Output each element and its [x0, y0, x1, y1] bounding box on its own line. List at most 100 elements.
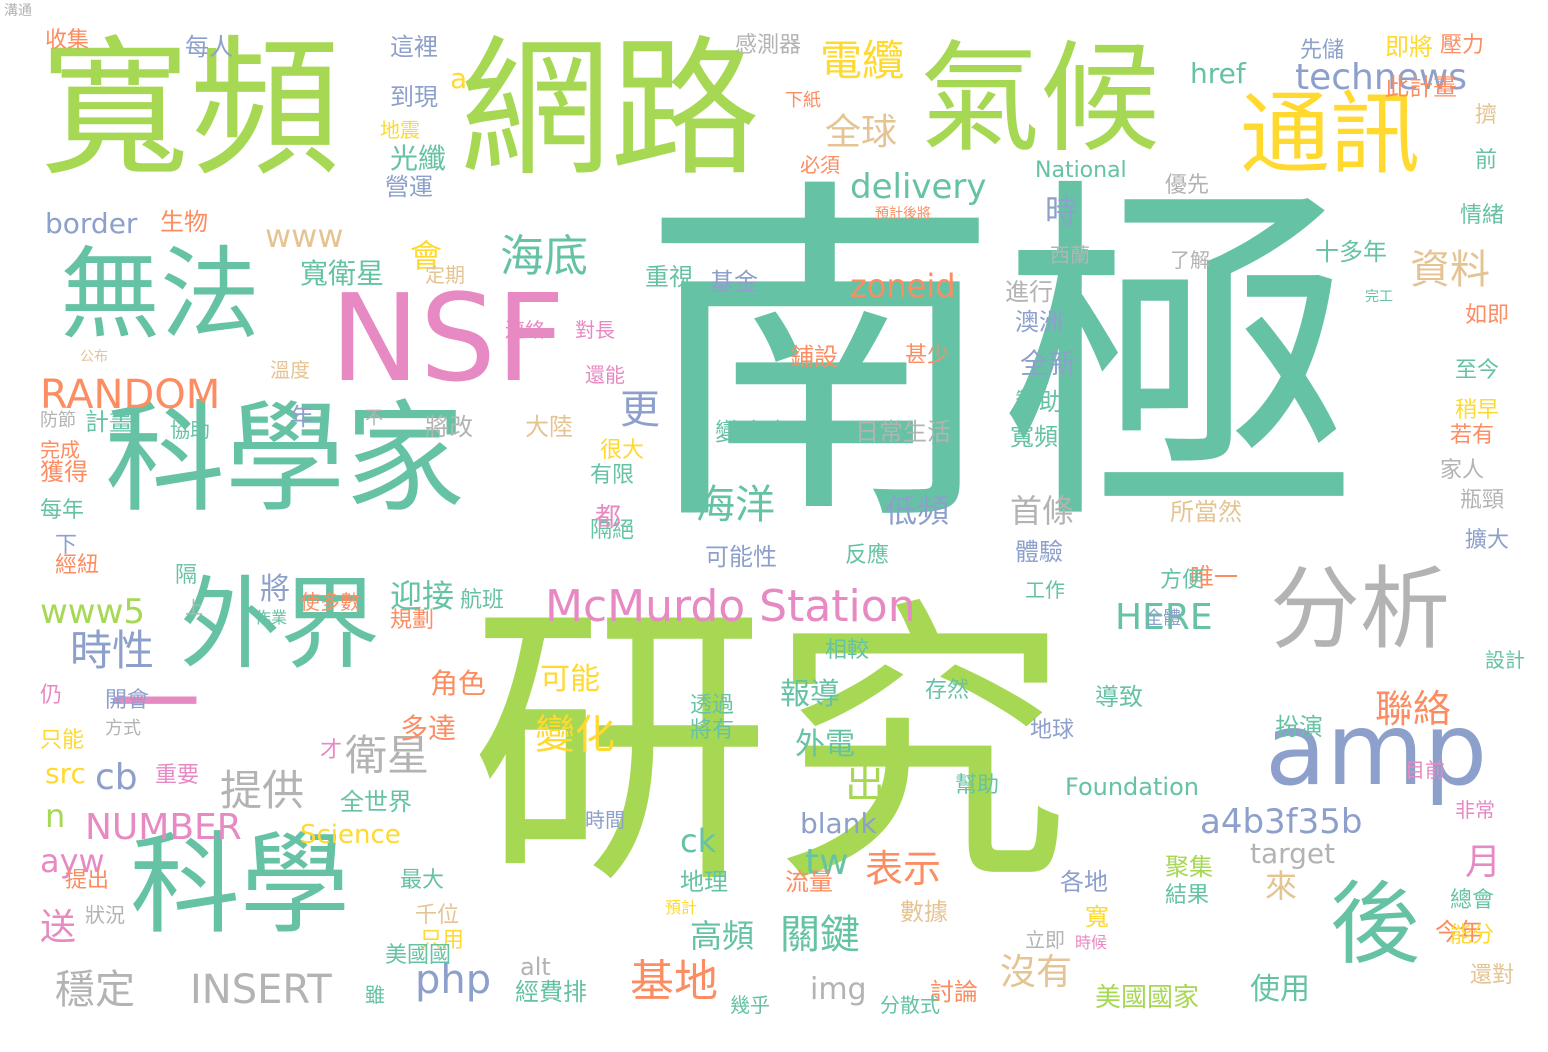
word-179: 都: [595, 503, 622, 533]
word-159: 工作: [1025, 578, 1065, 602]
word-35: 沒有: [1000, 952, 1073, 993]
word-184: 美國國: [385, 943, 452, 968]
word-189: 還對: [1470, 963, 1515, 988]
word-154: 透過: [690, 693, 735, 718]
word-102: 大陸: [525, 413, 573, 441]
word-72: src: [45, 757, 86, 790]
word-64: 月: [1465, 842, 1502, 883]
word-42: zoneid: [850, 267, 956, 305]
word-123: 壓力: [1440, 33, 1485, 58]
word-170: 對長: [575, 318, 615, 342]
word-195: 時候: [1075, 933, 1108, 952]
word-14: McMurdo Station: [545, 581, 916, 632]
word-152: 地球: [1030, 718, 1075, 743]
word-93: 變冰凍: [715, 418, 787, 446]
word-15: 一: [110, 652, 200, 757]
word-94: 日常生活: [855, 418, 951, 446]
word-162: 隔絕: [590, 518, 635, 543]
word-26: NUMBER: [85, 807, 242, 848]
word-34: 關鍵: [780, 912, 860, 958]
word-199: 預計後將: [875, 206, 931, 222]
word-53: 低頻: [885, 492, 950, 530]
word-164: 協助: [170, 418, 210, 442]
word-9: 外界: [180, 566, 380, 683]
word-45: a: [450, 62, 468, 95]
word-116: 到現: [390, 83, 438, 111]
word-139: 經紐: [55, 553, 100, 578]
word-84: 寬頻: [1010, 423, 1058, 451]
word-175: 必須: [800, 153, 840, 177]
word-148: 時間: [585, 808, 625, 832]
word-92: 甚少: [905, 343, 950, 368]
word-146: 千位: [415, 903, 460, 928]
word-163: 很大: [600, 438, 645, 463]
word-168: 溫度: [270, 358, 310, 382]
word-121: 先儲: [1300, 38, 1345, 63]
word-194: 預計: [665, 898, 698, 917]
word-160: 方便: [1160, 568, 1205, 593]
word-69: ck: [680, 822, 717, 860]
word-135: 目前: [1405, 758, 1445, 782]
word-3: 網路: [460, 23, 761, 197]
word-161: 有限: [590, 463, 635, 488]
word-2: 寬頻: [40, 23, 341, 197]
word-43: www: [265, 217, 344, 255]
word-22: RANDOM: [40, 372, 221, 418]
word-141: 只能: [40, 728, 85, 753]
word-99: 計畫: [85, 408, 133, 436]
word-193: 作業: [255, 608, 288, 627]
word-137: 每年: [40, 498, 85, 523]
word-182: 家人: [1440, 458, 1485, 483]
word-109: 結果: [1165, 883, 1210, 908]
word-130: 稍早: [1455, 398, 1500, 423]
word-103: 全世界: [340, 788, 412, 816]
word-192: 方式: [105, 718, 141, 739]
word-44: border: [45, 207, 138, 240]
word-74: 送: [40, 907, 77, 948]
word-24: a4b3f35b: [1200, 802, 1363, 842]
word-143: 狀況: [85, 903, 125, 927]
word-173: 西蘭: [1050, 243, 1090, 267]
word-46: href: [1190, 57, 1246, 90]
word-176: 優先: [1165, 173, 1210, 198]
word-48: 會: [410, 237, 443, 275]
word-124: 此計畫: [1385, 73, 1457, 101]
word-18: 全球: [825, 112, 898, 153]
word-16: technews: [1295, 57, 1468, 98]
word-49: 寬衛星: [300, 257, 385, 290]
word-140: 仍: [40, 683, 63, 708]
word-200: 溝通: [4, 3, 32, 19]
word-40: cb: [95, 757, 138, 798]
word-39: 穩定: [55, 967, 135, 1013]
word-136: 獲得: [40, 458, 88, 486]
word-180: 隔: [175, 563, 198, 588]
word-157: 規劃: [390, 608, 435, 633]
word-57: 迎接: [390, 577, 455, 615]
word-142: 提出: [65, 868, 110, 893]
word-37: www5: [40, 592, 146, 632]
word-156: 使多數: [300, 590, 360, 614]
word-8: 無法: [60, 236, 260, 353]
word-110: 寬: [1085, 903, 1109, 931]
word-186: 幾乎: [730, 993, 770, 1017]
word-29: 基地: [630, 956, 718, 1007]
word-13: amp: [1265, 691, 1488, 808]
word-133: 擴大: [1465, 528, 1510, 553]
word-19: delivery: [850, 167, 987, 207]
word-171: 連絡: [505, 318, 545, 342]
word-151: 導致: [1095, 683, 1143, 711]
word-86: 扮演: [1275, 713, 1323, 741]
word-88: 各地: [1060, 868, 1108, 896]
word-36: 聯絡: [1375, 687, 1452, 731]
word-33: 表示: [865, 847, 942, 891]
word-87: 地理: [680, 868, 728, 896]
word-1: 研究: [470, 575, 1070, 924]
word-12: 後: [1330, 872, 1420, 977]
word-104: 經費排: [515, 978, 587, 1006]
word-77: Foundation: [1065, 773, 1199, 801]
word-105: 討論: [930, 978, 978, 1006]
word-76: alt: [520, 953, 551, 981]
word-172: 定期: [425, 263, 465, 287]
word-187: 分散式: [880, 993, 940, 1017]
word-32: 提供: [220, 766, 305, 815]
